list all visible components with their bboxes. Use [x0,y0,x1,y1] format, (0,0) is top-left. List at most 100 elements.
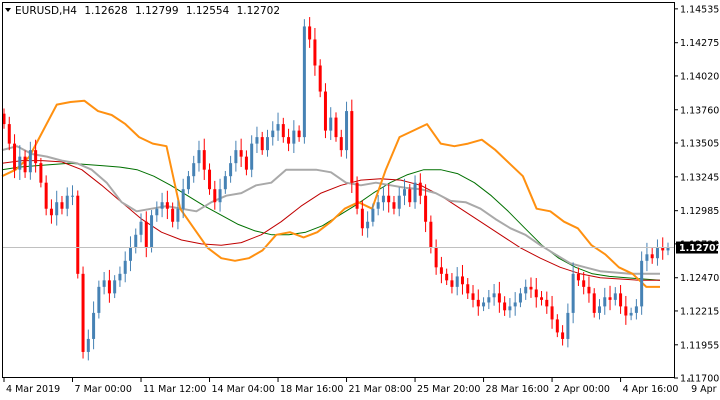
candle [629,307,633,321]
candle-body-bear [107,280,111,294]
candle-body-bull [613,293,617,300]
candle [603,287,607,315]
candle-body-bull [403,189,407,196]
candle-body-bull [666,247,670,251]
candle [476,289,480,316]
candle-body-bull [128,247,132,261]
x-tick-label: 2 Apr 00:00 [554,384,610,395]
candle [186,170,190,194]
candle-body-bull [197,150,201,164]
candle [55,190,59,226]
candle-body-bear [555,319,559,333]
candle [123,251,127,283]
candle-body-bull [18,156,22,170]
candle [624,295,628,325]
candle-body-bull [134,234,138,248]
candle [576,267,580,286]
candle [229,155,233,183]
candle-body-bear [439,267,443,274]
candle [2,108,6,129]
candle-body-bear [239,150,243,157]
candle-body-bull [223,176,227,190]
candle-body-bear [582,280,586,287]
candle [265,129,269,157]
candle [44,175,48,216]
candle [176,200,180,230]
candle-body-bear [81,273,85,352]
candle [28,141,32,180]
candle [418,173,422,205]
candle [650,248,654,264]
candle-body-bear [208,169,212,190]
candle [408,183,412,207]
candle-body-bear [661,247,665,251]
candle [313,28,317,76]
candle-body-bull [603,297,607,307]
candle [487,289,491,310]
candle [534,278,538,308]
candle-body-bear [44,182,48,209]
candle [155,201,159,222]
collapse-triangle-icon[interactable] [5,8,11,12]
candle [619,285,623,314]
candle-body-bear [434,247,438,268]
current-price-label: 1.12702 [679,243,720,254]
candle [65,187,69,217]
candle [292,120,296,153]
candle [392,195,396,215]
candle [550,295,554,329]
candle-body-bull [218,189,222,203]
y-tick-label: 1.13760 [680,105,719,116]
candle-body-bull [640,260,644,307]
candle [387,184,391,213]
candle-body-bear [171,208,175,222]
candle-body-bear [576,273,580,281]
candle [613,287,617,306]
candle-body-bull [160,202,164,209]
svg-text:EURUSD,H4 1.12628: EURUSD,H4 1.12628 1.12799 1.12554 1.1270… [15,5,280,17]
candle-body-bull [271,130,275,138]
candle [450,273,454,294]
candle-body-bull [186,176,190,190]
candle-body-bull [513,302,517,307]
candle-body-bull [397,195,401,209]
candle-body-bear [418,182,422,196]
candle [545,291,549,314]
candle-body-bull [508,306,512,311]
candle [350,99,354,193]
candle [49,199,53,224]
candle [281,117,285,143]
candle-body-bull [86,338,90,352]
candle [561,325,565,346]
candle-body-bull [413,182,417,203]
candle-body-bear [144,221,148,248]
candle [334,112,338,142]
candle-body-bull [371,208,375,222]
candle [197,140,201,172]
candle-body-bear [339,137,343,151]
header-open: 1.12628 [84,5,127,17]
candle [445,268,449,286]
candle-body-bear [213,189,217,203]
candle [555,314,559,338]
x-tick-label: 4 Apr 16:00 [623,384,679,395]
candle-body-bear [308,26,312,40]
x-tick-label: 18 Mar 16:00 [280,384,343,395]
candle [397,187,401,217]
candle-body-bear [49,208,53,216]
candle [497,281,501,313]
candle [371,203,375,227]
candle [86,329,90,361]
candle-body-bull [265,137,269,151]
header-high: 1.12799 [135,5,178,17]
y-tick-label: 1.11700 [680,374,719,385]
candle-body-bull [381,195,385,203]
candle [655,239,659,266]
x-tick-label: 7 Mar 00:00 [75,384,132,395]
candle-body-bear [76,195,80,274]
candle [107,269,111,303]
candle-body-bull [234,150,238,164]
y-tick-label: 1.14275 [680,38,719,49]
candle [213,180,217,210]
